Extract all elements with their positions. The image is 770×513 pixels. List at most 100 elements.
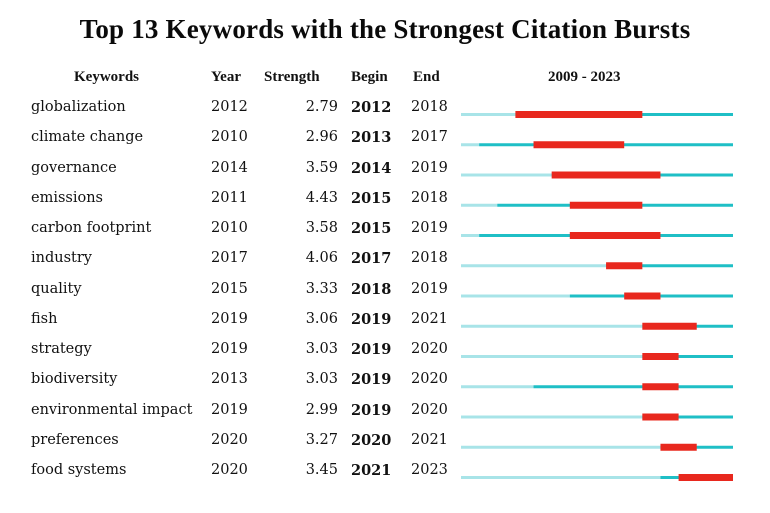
burst-bar (569, 232, 661, 239)
begin-value: 2012 (351, 99, 392, 116)
burst-bar (642, 353, 679, 360)
strength-value: 2.99 (305, 401, 338, 418)
end-value: 2017 (411, 129, 448, 146)
keyword-label: food systems (31, 462, 127, 478)
year-value: 2019 (211, 341, 248, 357)
end-value: 2019 (411, 280, 448, 297)
chart-title: Top 13 Keywords with the Strongest Citat… (79, 14, 691, 44)
strength-value: 3.03 (305, 341, 338, 357)
strength-value: 2.79 (305, 99, 338, 115)
timeline-before (461, 476, 661, 479)
year-value: 2010 (211, 129, 248, 146)
end-value: 2018 (411, 250, 448, 267)
end-value: 2018 (411, 189, 448, 206)
begin-value: 2017 (351, 250, 392, 268)
keyword-label: quality (31, 280, 82, 297)
burst-bar (551, 171, 661, 179)
begin-value: 2015 (351, 220, 392, 237)
burst-bar (642, 322, 697, 330)
year-value: 2019 (211, 401, 248, 418)
strength-value: 3.45 (305, 462, 338, 478)
timeline-before (461, 173, 552, 177)
end-value: 2020 (411, 371, 448, 388)
timeline-active (642, 415, 733, 419)
begin-value: 2019 (351, 341, 392, 358)
keyword-label: industry (31, 250, 92, 267)
end-value: 2021 (411, 310, 448, 327)
strength-value: 4.06 (305, 250, 338, 267)
begin-value: 2018 (351, 280, 392, 298)
burst-bar (678, 474, 733, 481)
timeline-active (642, 355, 733, 358)
header-begin: Begin (351, 69, 388, 85)
year-value: 2020 (211, 431, 248, 448)
burst-bar (642, 383, 679, 391)
strength-value: 3.58 (305, 220, 338, 236)
keyword-label: environmental impact (31, 401, 193, 418)
strength-value: 4.43 (305, 189, 338, 206)
burst-bar (515, 111, 643, 118)
begin-value: 2021 (351, 462, 392, 479)
keyword-label: preferences (31, 431, 119, 448)
burst-bar (624, 292, 661, 300)
year-value: 2017 (211, 250, 248, 267)
begin-value: 2020 (351, 431, 392, 449)
strength-value: 3.03 (305, 371, 338, 388)
year-value: 2013 (211, 371, 248, 388)
keyword-label: biodiversity (31, 371, 118, 388)
end-value: 2021 (411, 431, 448, 448)
burst-bar (660, 443, 697, 451)
timeline-before (461, 415, 643, 419)
year-value: 2011 (211, 189, 248, 206)
keyword-label: strategy (31, 341, 92, 357)
burst-bar (606, 262, 643, 270)
year-value: 2020 (211, 462, 248, 478)
end-value: 2019 (411, 220, 448, 236)
strength-value: 3.27 (305, 431, 338, 448)
timeline-before (461, 294, 570, 298)
header-keywords: Keywords (74, 69, 139, 85)
end-value: 2020 (411, 341, 448, 357)
year-value: 2019 (211, 310, 248, 327)
table-panel (12, 60, 758, 500)
timeline-before (461, 203, 498, 207)
year-value: 2012 (211, 99, 248, 115)
header-end: End (413, 69, 440, 85)
keyword-label: emissions (31, 189, 103, 206)
timeline-active (533, 385, 733, 389)
begin-value: 2019 (351, 310, 392, 328)
header-timeline: 2009 - 2023 (548, 69, 621, 85)
keyword-label: fish (31, 310, 58, 327)
end-value: 2023 (411, 462, 448, 478)
timeline-before (461, 445, 661, 449)
begin-value: 2013 (351, 129, 392, 147)
end-value: 2019 (411, 159, 448, 176)
end-value: 2018 (411, 99, 448, 115)
strength-value: 2.96 (305, 129, 338, 146)
begin-value: 2015 (351, 189, 392, 207)
burst-bar (642, 413, 679, 421)
timeline-before (461, 264, 607, 268)
timeline-active (606, 264, 733, 268)
end-value: 2020 (411, 401, 448, 418)
keyword-label: climate change (31, 129, 144, 146)
year-value: 2010 (211, 220, 248, 236)
timeline-before (461, 355, 643, 358)
strength-value: 3.06 (305, 310, 338, 327)
burst-bar (569, 201, 643, 209)
begin-value: 2014 (351, 159, 392, 177)
burst-bar (533, 141, 625, 149)
strength-value: 3.33 (305, 280, 338, 297)
timeline-before (461, 113, 516, 116)
timeline-before (461, 234, 480, 237)
timeline-before (461, 385, 534, 389)
keyword-label: governance (31, 159, 117, 176)
begin-value: 2019 (351, 371, 392, 389)
year-value: 2014 (211, 159, 248, 176)
header-strength: Strength (264, 69, 320, 85)
keyword-label: globalization (31, 99, 126, 115)
begin-value: 2019 (351, 401, 392, 419)
strength-value: 3.59 (305, 159, 338, 176)
timeline-before (461, 324, 643, 328)
